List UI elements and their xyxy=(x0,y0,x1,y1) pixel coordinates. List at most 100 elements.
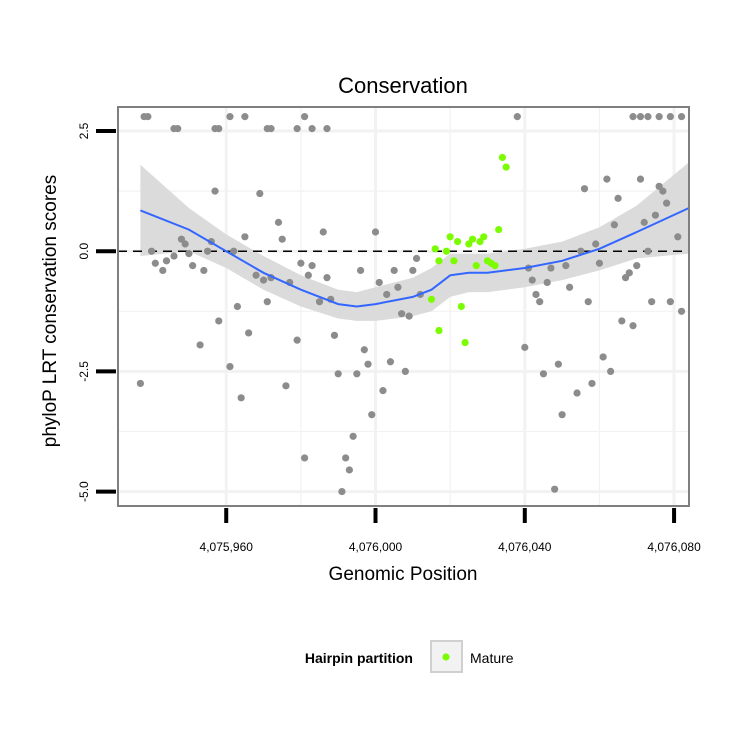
x-axis: 4,075,960 4,076,000 4,076,040 4,076,080 xyxy=(200,508,701,554)
data-point xyxy=(398,310,406,318)
data-point xyxy=(241,113,249,121)
data-point-mature xyxy=(491,262,499,270)
data-point xyxy=(528,276,536,284)
data-point xyxy=(162,257,171,265)
data-point xyxy=(151,259,159,267)
data-point xyxy=(278,235,286,243)
data-point xyxy=(636,175,645,183)
legend-label-mature: Mature xyxy=(470,650,514,666)
data-point xyxy=(338,487,346,496)
data-point xyxy=(136,379,144,388)
data-point xyxy=(513,113,521,121)
data-point xyxy=(308,125,316,133)
data-point xyxy=(595,259,604,267)
data-point xyxy=(577,247,585,255)
data-point xyxy=(666,113,674,121)
data-point xyxy=(181,240,189,248)
data-point-mature xyxy=(454,238,462,246)
data-point-mature xyxy=(495,225,503,234)
data-point xyxy=(536,298,544,306)
data-point xyxy=(558,411,566,419)
data-point xyxy=(282,382,290,390)
data-point xyxy=(323,125,331,133)
data-point xyxy=(200,266,208,275)
data-point xyxy=(592,240,600,248)
data-point xyxy=(174,125,182,133)
data-point-mature xyxy=(472,262,480,270)
data-point xyxy=(648,298,656,306)
data-point xyxy=(364,360,372,368)
data-point xyxy=(189,262,197,270)
data-point xyxy=(371,228,380,236)
smooth-fit-line xyxy=(140,207,690,308)
data-point xyxy=(521,343,529,351)
data-point xyxy=(543,278,551,287)
data-point xyxy=(301,454,309,462)
data-point xyxy=(629,113,637,121)
data-point xyxy=(554,360,562,368)
x-tick-label: 4,076,000 xyxy=(349,540,403,554)
data-point xyxy=(659,187,667,195)
data-point-mature xyxy=(435,326,443,335)
data-point-mature xyxy=(468,235,477,243)
data-point xyxy=(345,466,353,474)
data-point xyxy=(386,358,395,366)
data-point xyxy=(215,317,223,325)
data-point xyxy=(547,264,555,272)
x-tick-label: 4,076,040 xyxy=(498,540,552,554)
data-point xyxy=(610,221,618,229)
data-point xyxy=(297,259,305,267)
data-point xyxy=(215,125,223,133)
data-point xyxy=(319,228,327,236)
data-point xyxy=(263,298,271,306)
data-point xyxy=(323,274,331,282)
data-point-mature xyxy=(498,153,506,162)
data-point xyxy=(211,187,219,195)
data-point xyxy=(618,317,626,325)
x-tick-label: 4,076,080 xyxy=(647,540,701,554)
data-point xyxy=(383,290,391,299)
data-point xyxy=(644,113,652,121)
data-point xyxy=(159,266,167,275)
x-tick-label: 4,075,960 xyxy=(200,540,254,554)
chart-title: Conservation xyxy=(338,73,468,98)
data-point xyxy=(603,175,611,183)
data-point xyxy=(409,266,417,275)
data-point xyxy=(394,283,402,291)
data-point xyxy=(666,298,674,306)
data-point xyxy=(259,276,268,284)
data-point xyxy=(584,298,592,306)
data-point xyxy=(342,454,350,462)
data-point xyxy=(633,262,641,270)
data-point xyxy=(353,370,361,378)
y-tick-label: 2.5 xyxy=(77,122,91,139)
data-point xyxy=(241,233,249,241)
data-point xyxy=(412,254,421,263)
data-point xyxy=(532,290,540,299)
data-point-mature xyxy=(427,295,436,303)
data-point xyxy=(651,211,660,219)
legend: Hairpin partition Mature xyxy=(305,640,514,673)
data-point xyxy=(390,266,398,275)
smooth-line-layer xyxy=(140,207,690,308)
data-point xyxy=(196,341,204,349)
data-point xyxy=(580,185,589,193)
data-point-mature xyxy=(431,245,439,253)
data-point-mature xyxy=(457,302,465,311)
data-point-mature xyxy=(480,233,488,241)
data-point xyxy=(640,218,648,226)
legend-marker-mature xyxy=(442,653,450,661)
data-point xyxy=(379,387,387,395)
confidence-ribbon-layer xyxy=(140,162,689,321)
data-point xyxy=(230,247,238,255)
legend-title: Hairpin partition xyxy=(305,650,413,666)
data-point xyxy=(147,247,156,255)
data-point xyxy=(274,218,283,226)
data-point-mature xyxy=(446,233,454,241)
data-point xyxy=(551,485,559,493)
data-point xyxy=(375,278,383,287)
y-tick-label: -5.0 xyxy=(77,481,91,502)
legend-key-mature xyxy=(430,640,463,673)
data-point xyxy=(267,125,275,133)
data-point xyxy=(293,336,301,344)
